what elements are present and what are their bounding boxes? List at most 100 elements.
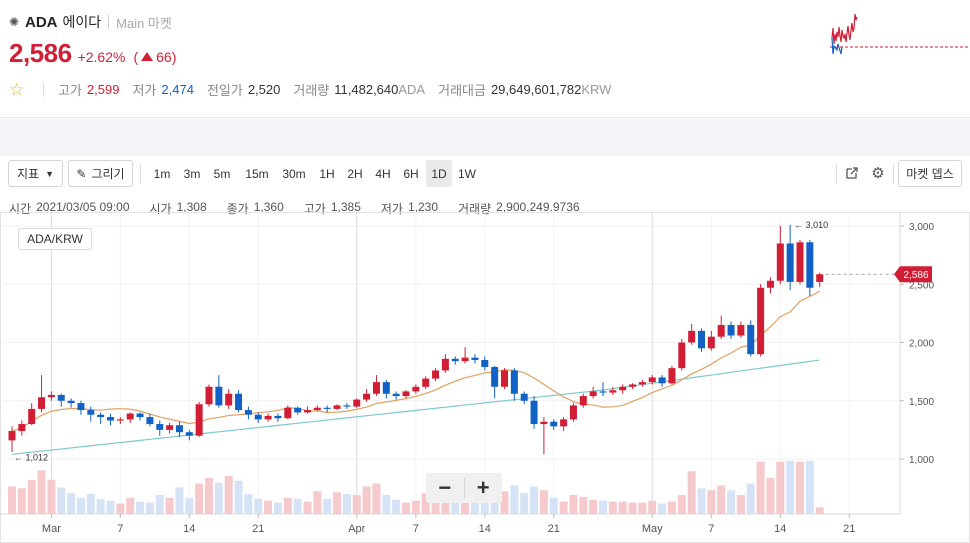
volume-bar <box>155 495 164 514</box>
draw-label: 그리기 <box>91 167 125 181</box>
candle-body <box>8 431 16 441</box>
volume-bar <box>599 500 607 514</box>
candle-body <box>284 407 292 419</box>
volume-bar <box>224 476 233 514</box>
candle-body <box>57 394 65 401</box>
timeframe-30m[interactable]: 30m <box>282 166 306 181</box>
candle-body <box>737 325 745 336</box>
cardano-icon: ✺ <box>9 15 20 29</box>
volume-bar <box>96 498 105 514</box>
divider <box>108 15 110 29</box>
favorite-star-icon[interactable]: ☆ <box>9 79 25 99</box>
timeframe-5m[interactable]: 5m <box>213 166 231 181</box>
x-tick-label: 21 <box>843 523 855 535</box>
candle-body <box>717 325 725 337</box>
volume-bar <box>244 494 253 514</box>
candle-body <box>609 390 617 393</box>
mini-price-line-down <box>831 37 843 55</box>
timeframe-1m[interactable]: 1m <box>153 166 171 181</box>
candle-body <box>274 415 282 419</box>
volume-bar <box>323 498 332 514</box>
candle-body <box>786 243 794 282</box>
volume-label: 거래량 <box>293 83 330 98</box>
volume-bar <box>67 493 76 514</box>
change-absolute-wrap: (66) <box>133 49 177 65</box>
volume-bar <box>185 497 194 514</box>
timeframe-1h[interactable]: 1H <box>319 166 335 181</box>
zoom-out-button[interactable]: − <box>438 475 452 500</box>
prev-close-value: 2,520 <box>247 82 281 97</box>
volume-bar <box>27 479 36 514</box>
current-price: 2,586 <box>9 38 72 68</box>
volume-bar <box>283 497 292 514</box>
zoom-controls: − + <box>426 473 502 503</box>
timeframe-6h[interactable]: 6H <box>403 166 419 181</box>
volume-bar <box>126 497 135 514</box>
volume-bar <box>17 488 26 514</box>
volume-bar <box>372 483 381 514</box>
candle-body <box>638 382 646 385</box>
candle-body <box>422 378 430 387</box>
volume-bar <box>106 500 115 514</box>
timeframe-1w[interactable]: 1W <box>458 166 476 181</box>
candle-body <box>333 405 341 409</box>
candle-body <box>569 405 577 420</box>
timeframe-2h[interactable]: 2H <box>347 166 363 181</box>
caret-down-icon: ▼ <box>45 168 54 179</box>
candle-body <box>816 274 824 282</box>
timeframe-4h[interactable]: 4H <box>375 166 391 181</box>
volume-bar <box>539 490 548 514</box>
candle-body <box>589 391 597 397</box>
volume-bar <box>264 500 273 514</box>
volume-bar <box>707 490 716 514</box>
volume-unit: ADA <box>398 82 426 97</box>
candle-body <box>363 393 371 400</box>
divider <box>43 82 44 97</box>
coin-title: ✺ ADA 에이다 Main 마켓 <box>9 12 172 32</box>
x-tick-label: 21 <box>548 523 560 535</box>
volume-bar <box>470 497 479 514</box>
candle-body <box>353 399 361 407</box>
timeframe-15m[interactable]: 15m <box>245 166 269 181</box>
candle-body <box>235 393 243 411</box>
candle-body <box>264 415 272 420</box>
volume-bar <box>756 461 765 514</box>
candle-body <box>195 404 203 436</box>
volume-bar <box>766 477 775 514</box>
indicator-dropdown[interactable]: 지표 ▼ <box>8 160 63 187</box>
timeframe-1d[interactable]: 1D <box>426 160 452 187</box>
candle-body <box>87 410 95 415</box>
volume-bar <box>608 501 617 514</box>
candle-body <box>215 386 223 406</box>
ohlc-info-row: 시간 2021/03/05 09:00 시가 1,308 종가 1,360 고가… <box>9 200 600 217</box>
candle-body <box>412 386 420 392</box>
volume-bar <box>205 477 213 514</box>
mini-sparkline <box>830 13 970 55</box>
candle-body <box>668 368 676 384</box>
x-tick-label: 7 <box>413 523 419 535</box>
volume-bar <box>47 479 56 514</box>
candle-body <box>136 413 144 418</box>
market-depth-button[interactable]: 마켓 뎁스 <box>898 160 962 187</box>
volume-bar <box>461 495 470 514</box>
volume-bar <box>293 498 302 514</box>
volume-value: 11,482,640 <box>334 82 399 97</box>
section-gap <box>0 119 970 156</box>
candle-body <box>520 393 528 401</box>
volume-bar <box>727 490 736 514</box>
y-tick-label: 2,500 <box>909 280 934 291</box>
candle-body <box>510 370 518 394</box>
settings-gear-icon[interactable]: ⚙ <box>871 165 885 182</box>
volume-bar <box>402 502 410 514</box>
zoom-in-button[interactable]: + <box>476 475 490 500</box>
draw-button[interactable]: ✎ 그리기 <box>68 160 133 187</box>
timeframe-3m[interactable]: 3m <box>183 166 201 181</box>
candle-body <box>156 424 164 430</box>
volume-bar <box>313 491 322 514</box>
volume-bar <box>549 497 558 514</box>
candle-body <box>28 408 36 425</box>
volume-bar <box>805 460 814 514</box>
volume-bar <box>342 494 351 514</box>
volume-bar <box>687 471 696 514</box>
popout-icon[interactable] <box>843 165 861 183</box>
